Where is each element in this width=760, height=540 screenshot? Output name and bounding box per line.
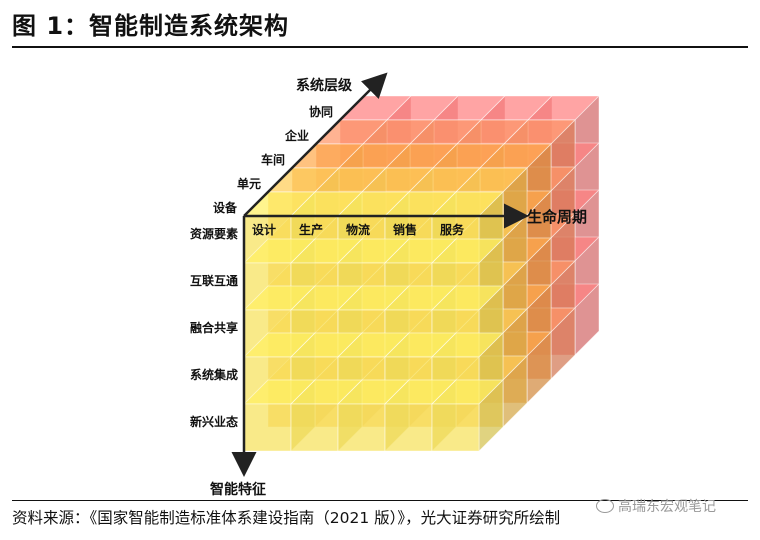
wechat-icon: [596, 499, 614, 513]
system-level-axis-title: 系统层级: [296, 77, 353, 94]
feature-label: 资源要素: [190, 226, 238, 241]
system-level-label: 企业: [284, 128, 309, 143]
figure-title: 图 1：智能制造系统架构: [12, 12, 290, 40]
top-divider: [12, 46, 748, 48]
lifecycle-axis-title: 生命周期: [527, 208, 587, 226]
lifecycle-label: 销售: [393, 222, 417, 237]
system-level-label: 设备: [213, 200, 238, 215]
system-level-label: 协同: [309, 104, 333, 119]
cube-grid: [243, 95, 600, 452]
cube-front-face: [290, 403, 339, 452]
source-note: 资料来源：《国家智能制造标准体系建设指南（2021 版）》，光大证券研究所绘制: [12, 509, 561, 527]
cube-front-face: [384, 403, 433, 452]
lifecycle-label: 服务: [440, 222, 465, 237]
system-level-label: 单元: [237, 176, 261, 191]
watermark-text: 高瑞东宏观笔记: [618, 499, 716, 515]
system-level-axis: [243, 72, 388, 217]
lifecycle-label: 设计: [252, 222, 276, 237]
features-axis-title: 智能特征: [209, 481, 266, 498]
feature-label: 互联互通: [190, 273, 238, 288]
cube-front-face: [243, 403, 292, 452]
lifecycle-label: 物流: [346, 222, 370, 237]
lifecycle-label: 生产: [299, 222, 323, 237]
feature-label: 系统集成: [190, 367, 238, 382]
feature-label: 融合共享: [190, 320, 238, 335]
cube-front-face: [337, 403, 386, 452]
watermark: 高瑞东宏观笔记: [596, 496, 716, 516]
system-level-label: 车间: [261, 152, 285, 167]
cube-front-face: [431, 403, 480, 452]
bottom-divider: [12, 500, 748, 501]
feature-label: 新兴业态: [190, 414, 238, 429]
